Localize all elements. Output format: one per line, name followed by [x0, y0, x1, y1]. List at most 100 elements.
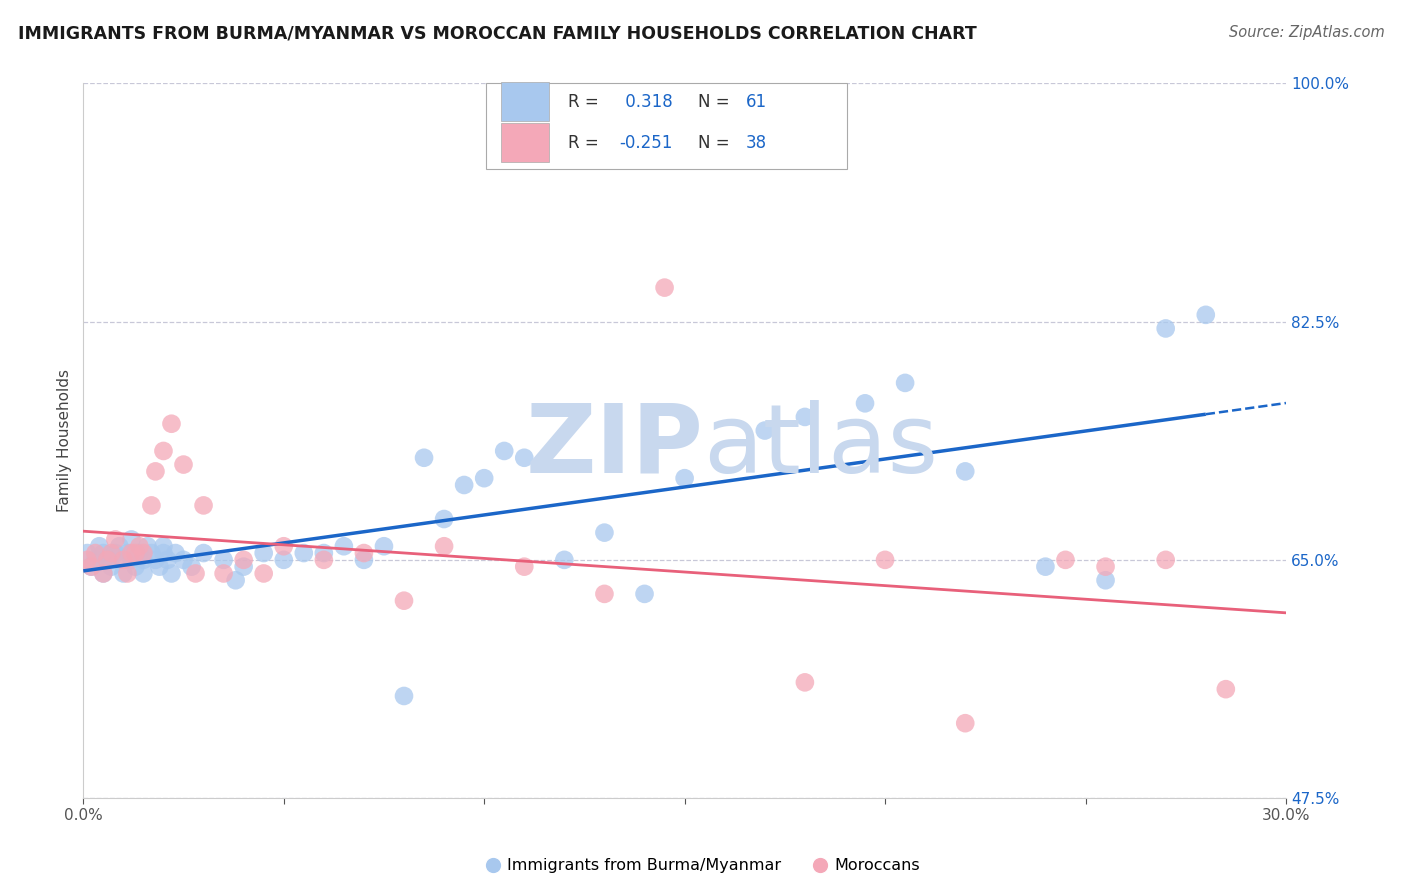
- Point: [112, 553, 135, 567]
- Text: N =: N =: [697, 93, 735, 111]
- Point: [104, 533, 127, 547]
- Point: [124, 559, 146, 574]
- Text: R =: R =: [568, 134, 605, 152]
- Point: [433, 512, 456, 526]
- Text: R =: R =: [568, 93, 605, 111]
- Text: -0.251: -0.251: [620, 134, 673, 152]
- Point: [232, 553, 254, 567]
- Point: [433, 539, 456, 553]
- Point: [76, 546, 98, 560]
- Point: [553, 553, 575, 567]
- Point: [673, 471, 696, 485]
- Point: [112, 553, 135, 567]
- Point: [253, 566, 276, 581]
- Point: [1154, 553, 1177, 567]
- Point: [100, 559, 122, 574]
- Point: [84, 546, 107, 560]
- Point: [160, 417, 183, 431]
- Point: [1154, 321, 1177, 335]
- Point: [373, 539, 395, 553]
- Point: [156, 553, 179, 567]
- Point: [212, 553, 235, 567]
- Point: [1215, 682, 1237, 697]
- Point: [145, 464, 167, 478]
- Point: [273, 553, 295, 567]
- Point: [96, 553, 118, 567]
- Point: [593, 587, 616, 601]
- Point: [117, 546, 139, 560]
- Point: [292, 546, 315, 560]
- Point: [253, 546, 276, 560]
- Point: [120, 546, 142, 560]
- Point: [117, 566, 139, 581]
- Text: atlas: atlas: [703, 400, 938, 492]
- Point: [91, 566, 114, 581]
- Point: [100, 546, 122, 560]
- Point: [212, 566, 235, 581]
- Point: [193, 499, 215, 513]
- Point: [754, 424, 776, 438]
- Point: [392, 593, 415, 607]
- Point: [513, 450, 536, 465]
- Point: [1054, 553, 1077, 567]
- Point: [633, 587, 655, 601]
- Point: [124, 546, 146, 560]
- FancyBboxPatch shape: [501, 82, 548, 121]
- Point: [273, 539, 295, 553]
- Point: [312, 553, 335, 567]
- Point: [84, 553, 107, 567]
- Point: [148, 559, 170, 574]
- Text: ZIP: ZIP: [524, 400, 703, 492]
- Point: [793, 409, 815, 424]
- Point: [593, 525, 616, 540]
- Point: [1094, 559, 1116, 574]
- Point: [173, 553, 195, 567]
- Point: [136, 539, 159, 553]
- Point: [654, 280, 676, 294]
- Point: [413, 450, 436, 465]
- Text: 0.318: 0.318: [620, 93, 672, 111]
- Point: [120, 553, 142, 567]
- Point: [128, 539, 150, 553]
- Point: [955, 464, 977, 478]
- Point: [494, 444, 516, 458]
- Point: [80, 559, 103, 574]
- Point: [333, 539, 356, 553]
- Point: [180, 559, 202, 574]
- Point: [152, 546, 174, 560]
- Point: [91, 546, 114, 560]
- Point: [128, 546, 150, 560]
- Point: [132, 546, 155, 560]
- Point: [145, 553, 167, 567]
- Point: [353, 546, 375, 560]
- Y-axis label: Family Households: Family Households: [58, 369, 72, 512]
- Text: 61: 61: [747, 93, 768, 111]
- Point: [96, 553, 118, 567]
- Point: [104, 546, 127, 560]
- Point: [392, 689, 415, 703]
- Point: [141, 546, 163, 560]
- Point: [312, 546, 335, 560]
- Point: [91, 566, 114, 581]
- Text: IMMIGRANTS FROM BURMA/MYANMAR VS MOROCCAN FAMILY HOUSEHOLDS CORRELATION CHART: IMMIGRANTS FROM BURMA/MYANMAR VS MOROCCA…: [18, 25, 977, 43]
- FancyBboxPatch shape: [501, 123, 548, 162]
- FancyBboxPatch shape: [486, 84, 846, 169]
- Text: 38: 38: [747, 134, 768, 152]
- Point: [76, 553, 98, 567]
- Point: [173, 458, 195, 472]
- Point: [165, 546, 187, 560]
- Point: [873, 553, 896, 567]
- Point: [152, 539, 174, 553]
- Point: [132, 566, 155, 581]
- Point: [108, 539, 131, 553]
- Point: [513, 559, 536, 574]
- Point: [453, 478, 475, 492]
- Point: [152, 444, 174, 458]
- Point: [1094, 574, 1116, 588]
- Point: [112, 566, 135, 581]
- Point: [1035, 559, 1057, 574]
- Point: [1195, 308, 1218, 322]
- Point: [955, 716, 977, 731]
- Point: [89, 539, 111, 553]
- Point: [80, 559, 103, 574]
